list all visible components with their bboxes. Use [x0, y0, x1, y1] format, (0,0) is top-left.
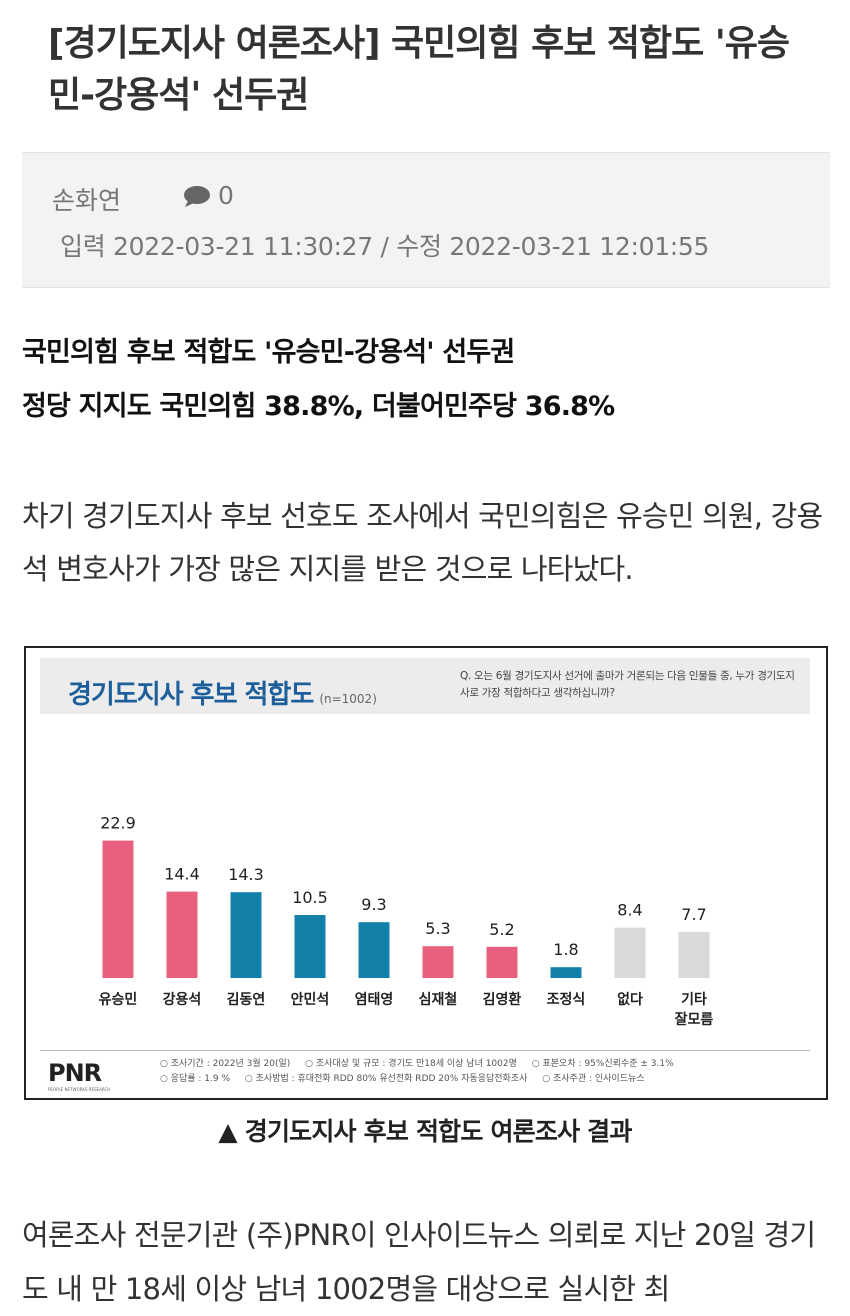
article-dates: 입력 2022-03-21 11:30:27 / 수정 2022-03-21 1…: [60, 232, 710, 261]
bar-1: [166, 891, 198, 978]
bar-value-label-6: 5.2: [489, 920, 514, 939]
bar-value-label-1: 14.4: [164, 865, 200, 884]
category-label-6: 김영환: [483, 991, 522, 1008]
category-label-1: 강용석: [163, 991, 202, 1008]
sample-size: (n=1002): [319, 692, 377, 706]
note-method: ○ 조사방법 : 휴대전화 RDD 80% 유선전화 RDD 20% 자동응답전…: [244, 1074, 528, 1084]
survey-question: Q. 오는 6월 경기도지사 선거에 출마가 거론되는 다음 인물들 중, 누가…: [460, 670, 795, 699]
note-error: ○ 표본오차 : 95%신뢰수준 ± 3.1%: [531, 1059, 674, 1069]
bar-9: [678, 931, 710, 978]
subtitle-line-2: 정당 지지도 국민의힘 38.8%, 더불어민주당 36.8%: [22, 391, 615, 422]
figure-caption: ▲ 경기도지사 후보 적합도 여론조사 결과: [218, 1117, 632, 1146]
bar-5: [422, 946, 454, 978]
category-label-7: 조정식: [547, 991, 586, 1008]
article-subtitle: 국민의힘 후보 적합도 '유승민-강용석' 선두권 정당 지지도 국민의힘 38…: [22, 326, 832, 434]
bar-6: [486, 946, 518, 978]
pnr-logo-text: PNR: [48, 1059, 102, 1087]
figure-footer: PNR PEOPLE NETWORKS RESEARCH ○ 조사기간 : 20…: [40, 1050, 810, 1093]
bar-7: [550, 967, 582, 978]
figure-title-text: 경기도지사 후보 적합도: [68, 680, 314, 710]
bar-8: [614, 927, 646, 978]
bar-3: [294, 915, 326, 978]
note-target: ○ 조사대상 및 규모 : 경기도 만18세 이상 남녀 1002명: [305, 1059, 517, 1069]
comment-count: 0: [218, 181, 234, 210]
poll-result-figure: 경기도지사 후보 적합도 (n=1002) Q. 오는 6월 경기도지사 선거에 …: [24, 646, 828, 1100]
category-label-5: 심재철: [419, 992, 458, 1008]
category-label-4: 염태영: [355, 991, 394, 1008]
survey-notes: ○ 조사기간 : 2022년 3월 20(일) ○ 조사대상 및 규모 : 경기…: [160, 1057, 810, 1087]
bar-chart: 22.9 유승민 14.4 강용석 14.3 김동연 10.5 안민석 9.3 염태영 5.3 심재철…: [99, 814, 714, 1028]
bar-0: [102, 840, 134, 978]
bar-value-label-2: 14.3: [228, 865, 264, 884]
category-label-2: 김동연: [227, 991, 266, 1008]
note-period: ○ 조사기간 : 2022년 3월 20(일): [160, 1059, 291, 1069]
speech-bubble-icon: [184, 185, 210, 207]
article-lead: 차기 경기도지사 후보 선호도 조사에서 국민의힘은 유승민 의원, 강용석 변…: [22, 499, 823, 586]
article-meta: 손화연 0 입력 2022-03-21 11:30:27 / 수정 2022-0…: [22, 152, 830, 288]
bar-2: [230, 892, 262, 978]
author-name[interactable]: 손화연: [52, 186, 122, 215]
category-label-3: 안민석: [291, 991, 330, 1008]
note-response: ○ 응답률 : 1.9 %: [160, 1074, 231, 1084]
bar-value-label-9: 7.7: [681, 905, 706, 924]
figure-title: 경기도지사 후보 적합도 (n=1002): [68, 674, 377, 711]
note-sponsor: ○ 조사주관 : 인사이드뉴스: [542, 1074, 645, 1084]
figure-header: 경기도지사 후보 적합도 (n=1002) Q. 오는 6월 경기도지사 선거에 …: [40, 658, 810, 714]
pnr-logo-subtext: PEOPLE NETWORKS RESEARCH: [48, 1087, 111, 1092]
article-body: 여론조사 전문기관 (주)PNR이 인사이드뉴스 의뢰로 지난 20일 경기도 …: [22, 1218, 816, 1306]
article-headline: [경기도지사 여론조사] 국민의힘 후보 적합도 '유승민-강용석' 선두권: [48, 23, 790, 116]
category-label-0: 유승민: [99, 991, 138, 1008]
bar-4: [358, 922, 390, 978]
bar-value-label-8: 8.4: [617, 901, 642, 920]
category-label-8: 없다: [617, 992, 643, 1008]
pnr-logo: PNR PEOPLE NETWORKS RESEARCH: [48, 1059, 110, 1092]
bar-value-label-7: 1.8: [553, 940, 578, 959]
category-label-9-0: 기타: [681, 992, 707, 1008]
bar-value-label-0: 22.9: [100, 814, 136, 833]
bar-value-label-3: 10.5: [292, 888, 328, 907]
bar-value-label-4: 9.3: [361, 895, 386, 914]
category-label-9-1: 잘모름: [675, 1012, 714, 1028]
comment-count-button[interactable]: 0: [182, 181, 234, 210]
subtitle-line-1: 국민의힘 후보 적합도 '유승민-강용석' 선두권: [22, 337, 515, 368]
bar-value-label-5: 5.3: [425, 919, 450, 938]
